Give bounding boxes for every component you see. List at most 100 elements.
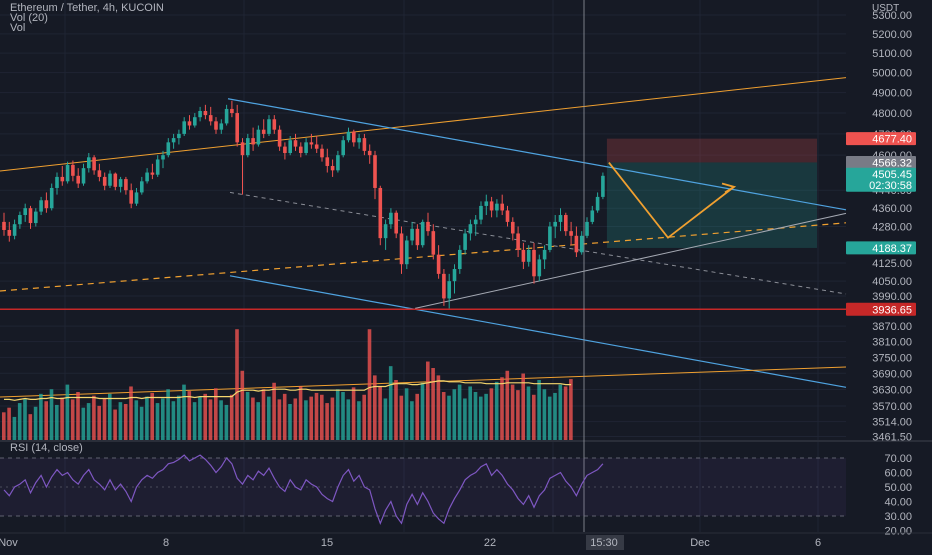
rsi-indicator-label[interactable]: RSI (14, close) bbox=[10, 442, 83, 454]
trend-lines bbox=[0, 77, 847, 398]
price-tick-label: 3990.00 bbox=[872, 291, 912, 303]
candle bbox=[330, 165, 335, 171]
orange-dashed-support bbox=[0, 222, 847, 292]
volume-bar bbox=[479, 396, 483, 440]
price-tick-label: 3630.00 bbox=[872, 385, 912, 397]
price-badge-current bbox=[846, 155, 916, 169]
candle bbox=[378, 187, 383, 239]
candle bbox=[463, 233, 467, 250]
volume-bar bbox=[547, 396, 552, 440]
candle bbox=[76, 175, 80, 184]
price-tick-label: 3690.00 bbox=[872, 368, 912, 380]
candle bbox=[341, 140, 345, 156]
candle bbox=[49, 187, 54, 209]
candle bbox=[500, 203, 504, 211]
candle bbox=[442, 273, 446, 299]
rsi-tick-label: 40.00 bbox=[884, 497, 912, 509]
price-axis: 5300.00 5200.00 5100.00 5000.00 4900.00 4800.… bbox=[846, 10, 916, 444]
volume-bar bbox=[373, 375, 377, 440]
candle bbox=[283, 146, 287, 154]
volume-bar bbox=[558, 384, 563, 440]
candle bbox=[145, 172, 149, 182]
volume-bar bbox=[441, 392, 446, 440]
candle bbox=[39, 200, 43, 212]
price-tick-label: 4050.00 bbox=[872, 276, 912, 288]
take-profit-zone bbox=[606, 162, 817, 248]
volume-bar bbox=[341, 392, 345, 440]
candle bbox=[18, 215, 22, 225]
volume-bar bbox=[282, 393, 287, 440]
volume-bar bbox=[92, 395, 96, 440]
time-tick-label: 15:30 bbox=[590, 537, 618, 549]
price-badge-last bbox=[846, 167, 916, 192]
candle bbox=[511, 221, 515, 234]
volume-bar bbox=[510, 384, 515, 440]
volume-bar bbox=[70, 399, 75, 440]
volume-bar bbox=[240, 370, 245, 440]
volume-bar bbox=[39, 393, 43, 440]
volume-bar bbox=[362, 394, 366, 440]
candle bbox=[505, 210, 510, 222]
price-tick-label: 5100.00 bbox=[872, 48, 912, 60]
candle bbox=[516, 233, 520, 250]
volume-bar bbox=[388, 366, 393, 440]
volume-indicator-label[interactable]: Vol (20) bbox=[10, 12, 48, 24]
symbol-title[interactable]: Ethereum / Tether, 4h, KUCOIN bbox=[10, 2, 164, 14]
candle bbox=[426, 221, 430, 232]
candle bbox=[182, 121, 186, 134]
volume-bar bbox=[166, 389, 170, 440]
candle bbox=[314, 144, 319, 149]
volume-bar bbox=[150, 392, 154, 440]
volume-bar bbox=[553, 392, 557, 440]
candle bbox=[214, 121, 218, 130]
volume-bar bbox=[351, 387, 356, 440]
volume-bar bbox=[245, 392, 250, 440]
volume-bar bbox=[182, 384, 186, 440]
volume-bar bbox=[288, 404, 292, 440]
candle bbox=[590, 210, 595, 222]
candle bbox=[288, 140, 292, 154]
candle bbox=[585, 221, 589, 236]
candle bbox=[171, 138, 176, 143]
volume-bar bbox=[256, 402, 260, 440]
candle bbox=[277, 129, 282, 147]
candle bbox=[23, 208, 27, 216]
volume-bar bbox=[176, 395, 181, 440]
position-zones bbox=[606, 138, 817, 248]
candles bbox=[2, 100, 605, 309]
volume-bar bbox=[542, 389, 547, 440]
candle bbox=[224, 108, 229, 124]
candle bbox=[65, 164, 70, 182]
rsi-tick-label: 60.00 bbox=[884, 468, 912, 480]
volume-bar bbox=[224, 404, 229, 440]
volume-bar bbox=[569, 379, 573, 440]
volume-bar bbox=[86, 403, 91, 440]
volume-bar bbox=[7, 407, 11, 440]
volume-label[interactable]: Vol bbox=[10, 22, 26, 34]
volume-bar bbox=[113, 409, 117, 440]
candle bbox=[256, 129, 261, 145]
candle bbox=[532, 249, 536, 277]
candle bbox=[203, 110, 208, 116]
candle bbox=[320, 148, 324, 158]
candle bbox=[246, 138, 250, 156]
volume-bar bbox=[2, 412, 6, 440]
candle bbox=[526, 249, 531, 262]
price-tick-label: 4360.00 bbox=[872, 203, 912, 215]
candle bbox=[108, 173, 112, 186]
volume-bar bbox=[49, 389, 54, 440]
candle bbox=[187, 121, 192, 126]
volume-bar bbox=[526, 386, 531, 440]
candle bbox=[2, 221, 6, 230]
candle bbox=[405, 240, 409, 265]
price-badge-text-last: 4505.45 bbox=[872, 169, 912, 181]
candle bbox=[574, 235, 579, 253]
candle bbox=[325, 157, 330, 166]
candle bbox=[129, 190, 133, 204]
price-tick-label: 5000.00 bbox=[872, 68, 912, 80]
price-tick-label: 3870.00 bbox=[872, 321, 912, 333]
volume-bar bbox=[123, 404, 128, 440]
volume-bar bbox=[139, 406, 144, 440]
